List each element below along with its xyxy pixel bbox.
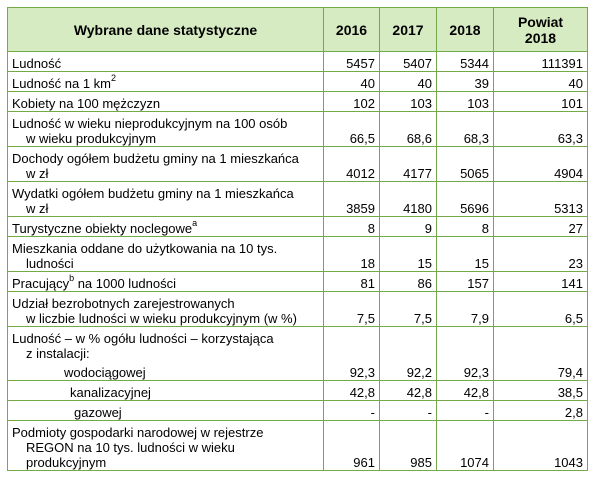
table-row: Udział bezrobotnych zarejestrowanych w li… [7,291,588,327]
header-2017: 2017 [379,7,437,52]
row-label: Ludność na 1 km2 [7,71,324,92]
cell-2017 [379,326,437,361]
cell-2017: 5407 [379,51,437,72]
cell-powiat: 111391 [493,51,588,72]
table-row: Ludność – w % ogółu ludności – korzystaj… [7,326,588,361]
cell-2016: 92,3 [323,361,380,381]
cell-powiat: 4904 [493,146,588,182]
cell-2016: 18 [323,236,380,272]
cell-2016: 66,5 [323,111,380,147]
row-label: Turystyczne obiekty noclegowea [7,216,324,237]
table-row: Wydatki ogółem budżetu gminy na 1 mieszk… [7,181,588,217]
header-2016: 2016 [323,7,380,52]
header-label: Wybrane dane statystyczne [7,7,324,52]
cell-2017: 92,2 [379,361,437,381]
table-row: Ludność na 1 km2 40 40 39 40 [7,71,588,92]
cell-2016: 8 [323,216,380,237]
row-label: Ludność – w % ogółu ludności – korzystaj… [7,326,324,361]
cell-2016: 5457 [323,51,380,72]
header-powiat: Powiat 2018 [493,7,588,52]
cell-powiat: 40 [493,71,588,92]
row-label: Wydatki ogółem budżetu gminy na 1 mieszk… [7,181,324,217]
cell-2018: 157 [436,271,494,292]
table-row: Podmioty gospodarki narodowej w rejestrz… [7,420,588,471]
cell-powiat: 63,3 [493,111,588,147]
header-2018: 2018 [436,7,494,52]
table-row: Turystyczne obiekty noclegowea 8 9 8 27 [7,216,588,237]
cell-2018: 68,3 [436,111,494,147]
cell-2017: 9 [379,216,437,237]
cell-2016: 4012 [323,146,380,182]
cell-2018: - [436,400,494,421]
cell-2017: 4177 [379,146,437,182]
cell-2018: 7,9 [436,291,494,327]
cell-powiat: 141 [493,271,588,292]
row-label: Pracującyb na 1000 ludności [7,271,324,292]
cell-2018: 1074 [436,420,494,471]
cell-2018: 42,8 [436,380,494,401]
table-row: Ludność 5457 5407 5344 111391 [7,51,588,72]
cell-2018: 8 [436,216,494,237]
cell-2017: 7,5 [379,291,437,327]
cell-2017: 86 [379,271,437,292]
table-row: Ludność w wieku nieprodukcyjnym na 100 o… [7,111,588,147]
row-label: wodociągowej [7,361,324,381]
cell-2016: 961 [323,420,380,471]
cell-2016: 7,5 [323,291,380,327]
row-label: kanalizacyjnej [7,380,324,401]
cell-2018: 15 [436,236,494,272]
table-row: wodociągowej 92,3 92,2 92,3 79,4 [7,361,588,381]
row-label: Podmioty gospodarki narodowej w rejestrz… [7,420,324,471]
table-row: Pracującyb na 1000 ludności 81 86 157 14… [7,271,588,292]
row-label: Udział bezrobotnych zarejestrowanych w li… [7,291,324,327]
cell-2018: 39 [436,71,494,92]
cell-2016: 102 [323,91,380,112]
cell-2017: 985 [379,420,437,471]
statistics-table: Wybrane dane statystyczne 2016 2017 2018… [7,7,588,471]
cell-2017: - [379,400,437,421]
cell-2017: 68,6 [379,111,437,147]
cell-2017: 42,8 [379,380,437,401]
cell-powiat: 2,8 [493,400,588,421]
cell-powiat: 6,5 [493,291,588,327]
cell-2018: 5344 [436,51,494,72]
table-row: kanalizacyjnej 42,8 42,8 42,8 38,5 [7,380,588,401]
cell-powiat: 38,5 [493,380,588,401]
cell-powiat: 79,4 [493,361,588,381]
cell-2016: 81 [323,271,380,292]
table-row: Kobiety na 100 mężczyzn 102 103 103 101 [7,91,588,112]
cell-2016: 40 [323,71,380,92]
cell-powiat: 1043 [493,420,588,471]
row-label: Ludność [7,51,324,72]
cell-2018 [436,326,494,361]
row-label: Ludność w wieku nieprodukcyjnym na 100 o… [7,111,324,147]
row-label: Kobiety na 100 mężczyzn [7,91,324,112]
cell-powiat: 23 [493,236,588,272]
cell-2016: - [323,400,380,421]
cell-powiat [493,326,588,361]
cell-2018: 5696 [436,181,494,217]
cell-2017: 15 [379,236,437,272]
cell-2016 [323,326,380,361]
cell-powiat: 27 [493,216,588,237]
table-row: Dochody ogółem budżetu gminy na 1 mieszk… [7,146,588,182]
cell-powiat: 101 [493,91,588,112]
cell-2017: 103 [379,91,437,112]
header-row: Wybrane dane statystyczne 2016 2017 2018… [7,7,588,52]
cell-2018: 5065 [436,146,494,182]
table-row: gazowej - - - 2,8 [7,400,588,421]
row-label: gazowej [7,400,324,421]
cell-2017: 4180 [379,181,437,217]
row-label: Mieszkania oddane do użytkowania na 10 t… [7,236,324,272]
cell-2016: 3859 [323,181,380,217]
table-row: Mieszkania oddane do użytkowania na 10 t… [7,236,588,272]
cell-2016: 42,8 [323,380,380,401]
cell-2017: 40 [379,71,437,92]
row-label: Dochody ogółem budżetu gminy na 1 mieszk… [7,146,324,182]
cell-powiat: 5313 [493,181,588,217]
cell-2018: 103 [436,91,494,112]
cell-2018: 92,3 [436,361,494,381]
